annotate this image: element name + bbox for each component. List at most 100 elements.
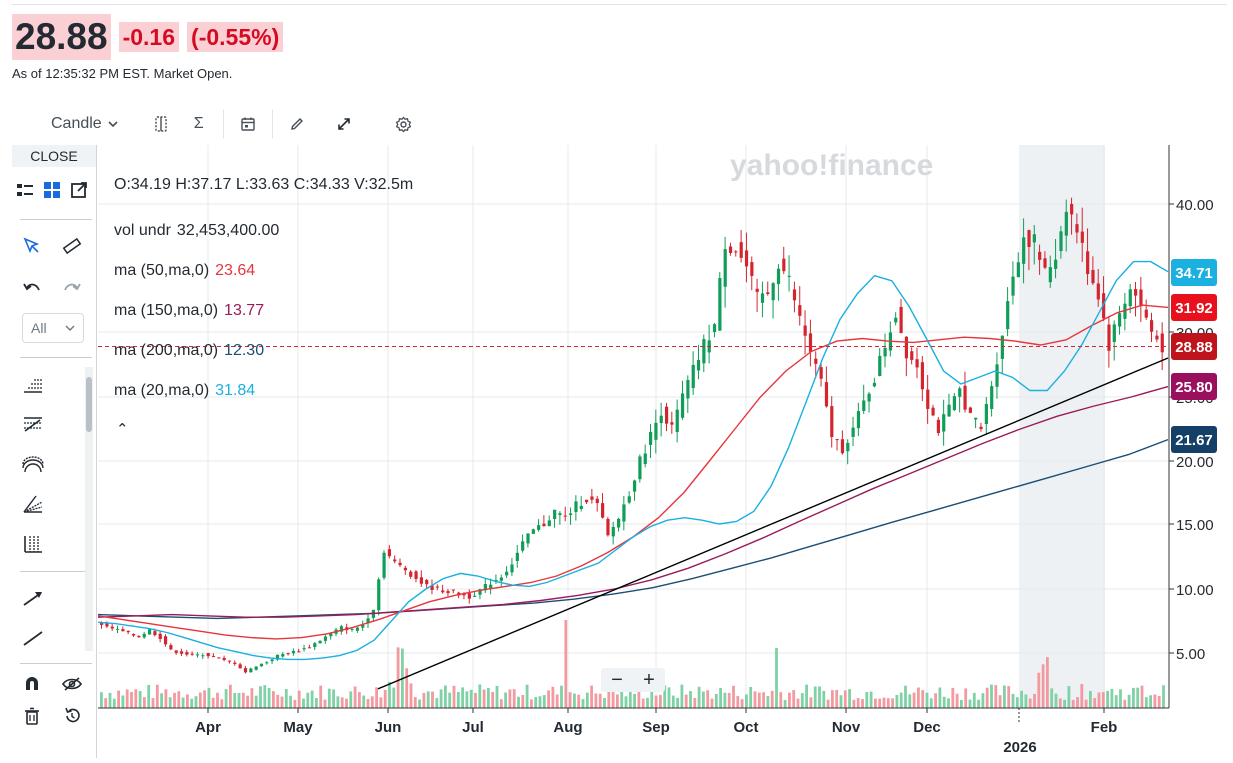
candle-body [233, 662, 237, 665]
tools-scrollbar-thumb[interactable] [86, 377, 92, 432]
study-value: 13.77 [224, 302, 265, 319]
volume-bar [598, 693, 602, 708]
collapse-legend-chevron-up-icon[interactable]: ⌃ [116, 421, 129, 438]
study-legend-ma150[interactable]: ma (150,ma,0) 13.77 [114, 302, 264, 320]
study-legend-ma50[interactable]: ma (50,ma,0) 23.64 [114, 262, 255, 280]
candle-body [1102, 293, 1106, 319]
zoom-out-button[interactable]: − [611, 668, 623, 691]
volume-bar [250, 688, 254, 708]
candle-body [275, 654, 280, 660]
chart-canvas[interactable]: yahoo!finance40.0030.0025.0020.0015.0010… [97, 145, 1233, 758]
candle-body [339, 626, 344, 632]
draw-pencil-icon[interactable] [284, 111, 310, 137]
measure-ruler-icon[interactable] [61, 235, 83, 257]
reset-restore-icon[interactable] [61, 705, 83, 727]
volume-bar [616, 694, 619, 708]
volume-bar [1007, 686, 1011, 708]
tools-scrollbar[interactable] [85, 367, 93, 651]
volume-bar [573, 693, 576, 708]
candle-body [553, 509, 557, 519]
volume-bar [727, 692, 731, 708]
candle-body [638, 456, 642, 480]
chevron-down-icon [65, 325, 75, 331]
candle-body [494, 579, 498, 581]
volume-bar [1093, 698, 1097, 708]
calendar-icon[interactable] [235, 111, 261, 137]
drawing-filter-select[interactable]: All [22, 313, 84, 343]
magnet-icon[interactable] [21, 673, 43, 695]
price-badge [1171, 373, 1217, 400]
study-legend-volume[interactable]: vol undr 32,453,400.00 [114, 222, 279, 240]
volume-bar [495, 685, 499, 708]
volume-bar [207, 687, 211, 708]
redo-icon[interactable] [61, 277, 83, 299]
toolbar-separator [222, 110, 224, 138]
undo-icon[interactable] [21, 277, 43, 299]
candle-body [393, 559, 397, 562]
candle-body [1043, 258, 1047, 268]
volume-bar [538, 696, 542, 708]
volume-bar [1162, 685, 1165, 708]
popout-icon[interactable] [68, 179, 90, 201]
layout-controls [12, 179, 92, 201]
indicators-sigma-icon[interactable]: Σ [193, 115, 204, 132]
volume-bar [1028, 698, 1032, 708]
fib-arcs-icon[interactable] [22, 453, 44, 475]
volume-bar [117, 690, 120, 708]
candle-body [958, 388, 962, 397]
candle-body [664, 406, 669, 424]
arrow-tool-icon[interactable] [22, 587, 44, 609]
x-tick-label: Sep [642, 719, 670, 736]
price-chart[interactable]: yahoo!finance40.0030.0025.0020.0015.0010… [97, 145, 1233, 758]
x-tick-label: Jul [462, 719, 484, 736]
volume-bar [160, 693, 163, 708]
study-legend-ma20[interactable]: ma (20,ma,0) 31.84 [114, 382, 255, 400]
candle-body [227, 660, 232, 662]
volume-bar [998, 695, 1002, 708]
fib-time-zone-icon[interactable] [22, 533, 44, 555]
candle-body [270, 659, 274, 662]
trash-icon[interactable] [21, 705, 43, 727]
study-legend-ma200[interactable]: ma (200,ma,0) 12.30 [114, 342, 264, 360]
drawing-filter-value: All [31, 320, 47, 336]
zoom-in-button[interactable]: + [643, 668, 655, 691]
list-view-icon[interactable] [14, 179, 36, 201]
volume-bar [628, 685, 632, 708]
ma200-line [97, 438, 1169, 620]
line-tool-icon[interactable] [22, 627, 44, 649]
fib-fan-icon[interactable] [22, 493, 44, 515]
candle-body [622, 504, 626, 522]
candle-body [750, 262, 754, 276]
chart-type-dropdown[interactable]: Candle [51, 115, 118, 133]
fib-channel-icon[interactable] [22, 413, 44, 435]
compare-icon[interactable] [148, 111, 174, 137]
candle-body [377, 579, 381, 611]
volume-bar [392, 687, 396, 708]
volume-bar [852, 699, 856, 708]
volume-bar [848, 689, 851, 708]
fibonacci-retracement-icon[interactable] [22, 373, 44, 395]
volume-bar [138, 691, 142, 708]
volume-bar [388, 682, 391, 708]
candle-body [771, 283, 775, 301]
hide-drawings-eye-icon[interactable] [61, 673, 83, 695]
fullscreen-expand-icon[interactable] [331, 111, 357, 137]
volume-bar [233, 692, 237, 708]
settings-gear-icon[interactable] [391, 111, 417, 137]
candle-body [585, 499, 589, 503]
price-badge-label: 34.71 [1175, 265, 1213, 282]
close-drawing-tools-button[interactable]: CLOSE [12, 145, 96, 167]
candle-body [830, 406, 834, 438]
grid-view-icon[interactable] [41, 179, 63, 201]
study-name: ma (200,ma,0) [114, 342, 219, 359]
volume-bar [525, 684, 529, 708]
volume-bar [620, 688, 624, 708]
volume-bar [663, 685, 667, 708]
volume-bar [1076, 697, 1079, 708]
candle-body [691, 364, 695, 389]
cursor-select-icon[interactable] [21, 235, 43, 257]
volume-bar [667, 687, 671, 708]
volume-bar [878, 698, 882, 708]
volume-bar [319, 685, 323, 708]
y-tick-label: 15.00 [1176, 517, 1214, 534]
